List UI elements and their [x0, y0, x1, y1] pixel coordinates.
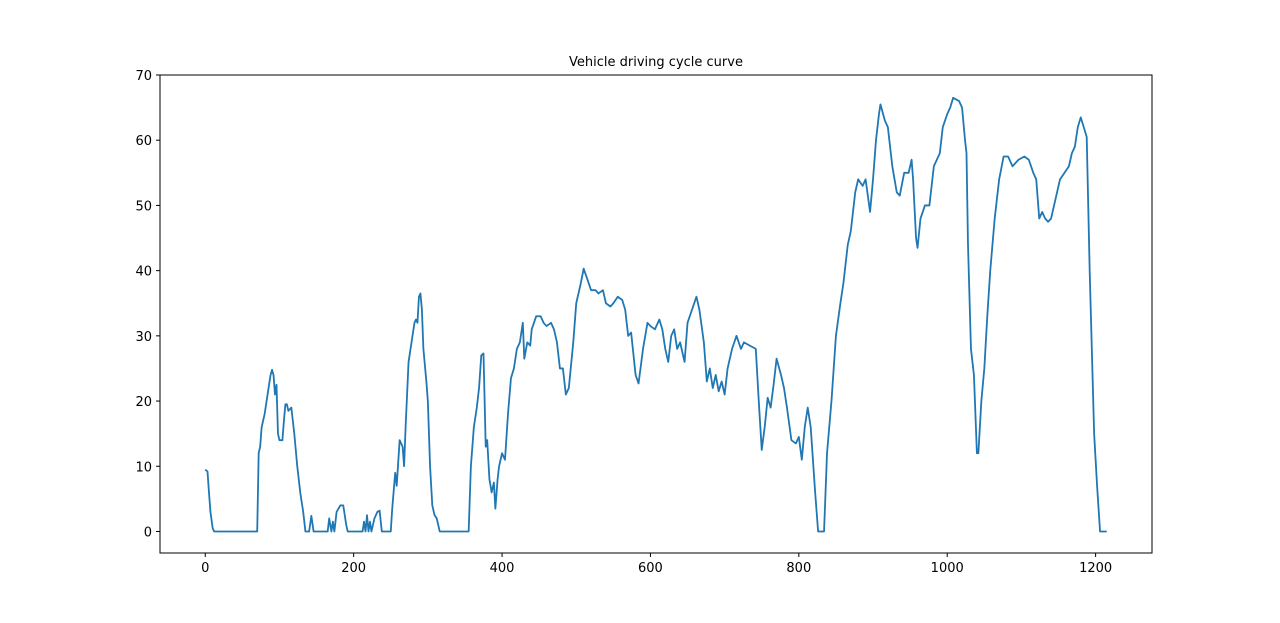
x-tick-label: 1000: [931, 561, 964, 576]
x-tick-label: 0: [201, 561, 209, 576]
y-tick-label: 60: [135, 134, 152, 149]
y-tick-label: 40: [135, 265, 152, 280]
y-tick-label: 0: [144, 525, 152, 540]
x-tick-label: 800: [786, 561, 811, 576]
x-tick-label: 200: [341, 561, 366, 576]
y-tick-label: 70: [135, 69, 152, 84]
plot-frame: [159, 74, 1153, 554]
y-tick-label: 50: [135, 199, 152, 214]
y-tick-label: 20: [135, 395, 152, 410]
y-tick-label: 10: [135, 460, 152, 475]
x-tick-label: 1200: [1079, 561, 1112, 576]
chart-title: Vehicle driving cycle curve: [569, 55, 743, 70]
x-tick-label: 400: [490, 561, 515, 576]
x-tick-label: 600: [638, 561, 663, 576]
line-series: [204, 96, 1107, 533]
y-tick-label: 30: [135, 330, 152, 345]
